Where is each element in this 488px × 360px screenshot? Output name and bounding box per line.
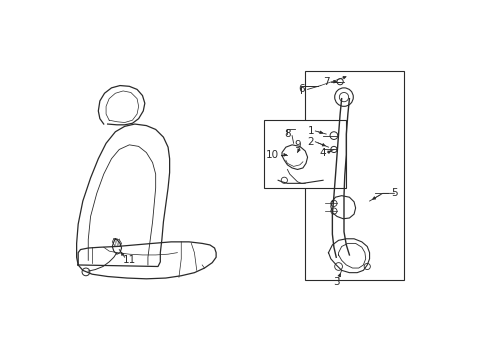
Text: 3: 3 [332, 277, 339, 287]
Text: 1: 1 [307, 126, 313, 136]
Text: 4: 4 [319, 148, 325, 158]
Text: 8: 8 [284, 129, 290, 139]
Bar [305, 71, 404, 280]
Text: 7: 7 [322, 77, 329, 87]
Text: 2: 2 [307, 137, 313, 147]
Text: 6: 6 [298, 84, 304, 94]
Text: 5: 5 [390, 188, 397, 198]
Text: 9: 9 [294, 140, 300, 150]
Bar [264, 120, 345, 188]
Text: 11: 11 [122, 255, 136, 265]
Text: 10: 10 [265, 150, 278, 160]
